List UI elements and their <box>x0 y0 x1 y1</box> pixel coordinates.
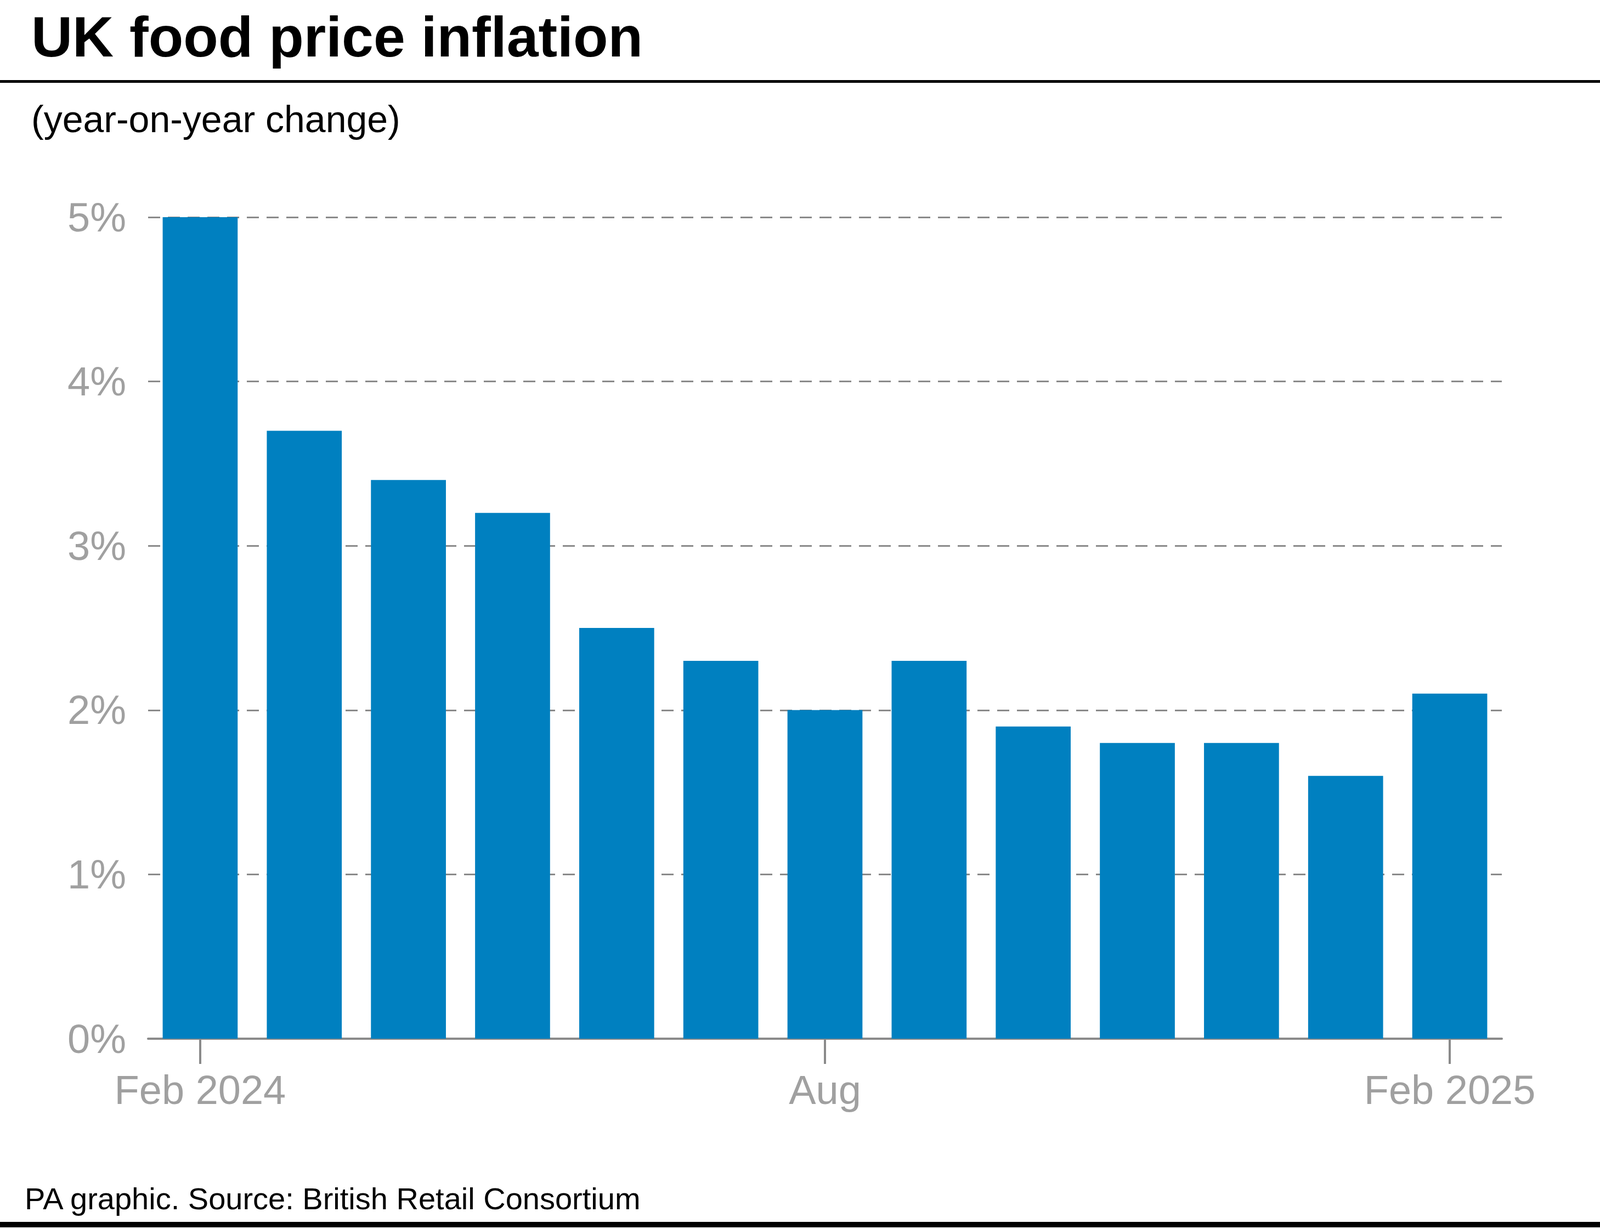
svg-text:3%: 3% <box>67 523 127 569</box>
svg-text:1%: 1% <box>67 851 127 898</box>
svg-text:4%: 4% <box>67 358 127 405</box>
svg-text:Feb 2024: Feb 2024 <box>114 1067 287 1113</box>
svg-text:PA graphic. Source: British Re: PA graphic. Source: British Retail Conso… <box>24 1181 641 1217</box>
svg-text:UK food price inflation: UK food price inflation <box>31 4 643 69</box>
svg-text:0%: 0% <box>67 1016 127 1062</box>
svg-text:Aug: Aug <box>788 1067 862 1113</box>
svg-text:(year-on-year change): (year-on-year change) <box>31 98 401 140</box>
svg-text:5%: 5% <box>67 194 127 241</box>
svg-text:Feb 2025: Feb 2025 <box>1364 1067 1536 1113</box>
svg-text:2%: 2% <box>67 687 127 733</box>
